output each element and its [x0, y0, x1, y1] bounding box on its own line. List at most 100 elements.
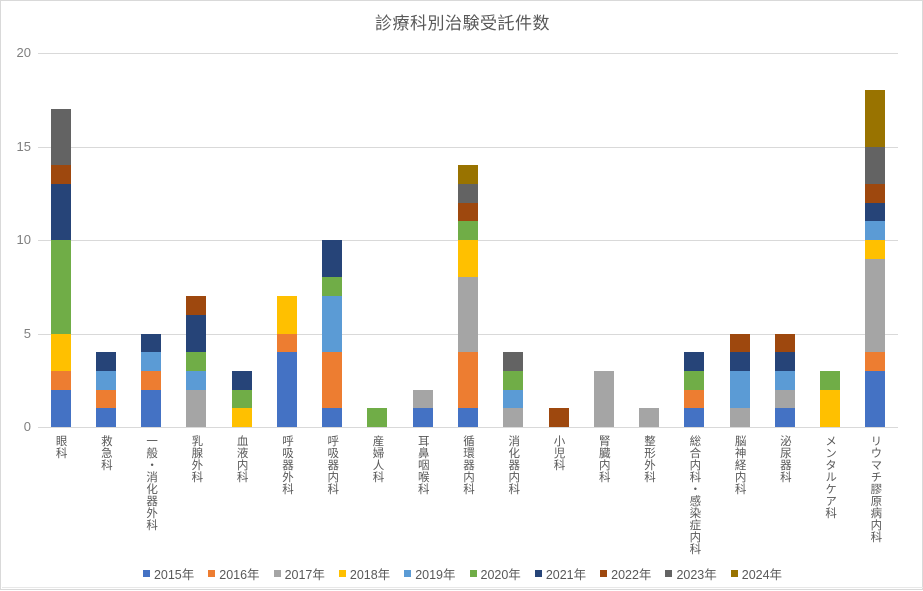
legend-item[interactable]: 2024年 [730, 564, 782, 583]
bar-segment[interactable] [50, 389, 71, 427]
bar-segment[interactable] [186, 370, 207, 390]
bar-segment[interactable] [820, 370, 841, 390]
bar-segment[interactable] [458, 352, 478, 409]
bar-segment[interactable] [639, 408, 660, 427]
bar-segment[interactable] [231, 408, 252, 427]
bar-segment[interactable] [50, 183, 71, 241]
bar-segment[interactable] [186, 296, 207, 315]
bar-segment[interactable] [322, 296, 343, 353]
bar-column[interactable] [684, 352, 705, 427]
bar-segment[interactable] [458, 183, 478, 203]
bar-segment[interactable] [503, 389, 524, 409]
legend-item[interactable]: 2020年 [469, 564, 521, 583]
bar-segment[interactable] [548, 408, 569, 427]
bar-segment[interactable] [231, 370, 252, 390]
bar-column[interactable] [729, 333, 750, 427]
bar-segment[interactable] [276, 296, 297, 334]
bar-segment[interactable] [458, 165, 478, 184]
bar-segment[interactable] [141, 389, 162, 427]
bar-segment[interactable] [322, 277, 343, 297]
legend-item[interactable]: 2019年 [404, 564, 456, 583]
legend-item[interactable]: 2017年 [273, 564, 325, 583]
bar-segment[interactable] [774, 408, 795, 427]
bar-segment[interactable] [774, 333, 795, 353]
bar-segment[interactable] [141, 352, 162, 371]
bar-segment[interactable] [865, 146, 886, 184]
bar-segment[interactable] [186, 389, 207, 427]
bar-segment[interactable] [186, 314, 207, 353]
bar-segment[interactable] [729, 333, 750, 353]
bar-segment[interactable] [774, 352, 795, 371]
bar-column[interactable] [231, 370, 252, 427]
legend-item[interactable]: 2018年 [338, 564, 390, 583]
bar-segment[interactable] [865, 221, 886, 241]
bar-segment[interactable] [865, 240, 886, 259]
bar-segment[interactable] [458, 240, 478, 278]
bar-segment[interactable] [729, 370, 750, 409]
bar-column[interactable] [503, 352, 524, 427]
bar-segment[interactable] [95, 370, 116, 390]
bar-column[interactable] [141, 333, 162, 427]
bar-column[interactable] [458, 165, 478, 427]
legend-item[interactable]: 2023年 [665, 564, 717, 583]
bar-segment[interactable] [593, 370, 614, 427]
bar-segment[interactable] [865, 183, 886, 203]
bar-segment[interactable] [684, 389, 705, 409]
legend-item[interactable]: 2016年 [208, 564, 260, 583]
bar-segment[interactable] [458, 408, 478, 427]
bar-segment[interactable] [412, 408, 433, 427]
bar-segment[interactable] [684, 408, 705, 427]
bar-segment[interactable] [412, 389, 433, 409]
bar-segment[interactable] [276, 333, 297, 353]
bar-segment[interactable] [503, 370, 524, 390]
bar-segment[interactable] [141, 333, 162, 353]
legend-item[interactable]: 2022年 [600, 564, 651, 583]
bar-segment[interactable] [276, 352, 297, 427]
bar-segment[interactable] [95, 352, 116, 371]
bar-segment[interactable] [865, 258, 886, 353]
bar-segment[interactable] [231, 389, 252, 409]
bar-column[interactable] [774, 333, 795, 427]
bar-segment[interactable] [820, 389, 841, 427]
bar-segment[interactable] [322, 352, 343, 409]
bar-column[interactable] [548, 408, 569, 427]
legend-item[interactable]: 2015年 [142, 564, 194, 583]
bar-column[interactable] [322, 240, 343, 427]
bar-column[interactable] [593, 370, 614, 427]
bar-column[interactable] [50, 109, 71, 427]
bar-column[interactable] [367, 408, 388, 427]
bar-segment[interactable] [141, 370, 162, 390]
bar-segment[interactable] [774, 370, 795, 390]
bar-column[interactable] [412, 389, 433, 427]
bar-segment[interactable] [50, 109, 71, 166]
bar-segment[interactable] [50, 370, 71, 390]
bar-segment[interactable] [458, 202, 478, 222]
bar-column[interactable] [95, 352, 116, 427]
bar-segment[interactable] [503, 408, 524, 427]
bar-segment[interactable] [95, 389, 116, 409]
bar-segment[interactable] [865, 370, 886, 427]
bar-segment[interactable] [186, 352, 207, 371]
bar-segment[interactable] [774, 389, 795, 409]
bar-segment[interactable] [865, 352, 886, 371]
bar-segment[interactable] [503, 352, 524, 371]
bar-column[interactable] [865, 90, 886, 427]
bar-segment[interactable] [729, 408, 750, 427]
bar-segment[interactable] [865, 90, 886, 147]
bar-segment[interactable] [95, 408, 116, 427]
bar-segment[interactable] [322, 408, 343, 427]
bar-column[interactable] [186, 296, 207, 427]
bar-segment[interactable] [50, 165, 71, 184]
bar-segment[interactable] [684, 370, 705, 390]
bar-segment[interactable] [865, 202, 886, 222]
bar-column[interactable] [820, 370, 841, 427]
bar-segment[interactable] [322, 240, 343, 278]
bar-segment[interactable] [458, 277, 478, 353]
bar-column[interactable] [639, 408, 660, 427]
legend-item[interactable]: 2021年 [534, 564, 586, 583]
bar-segment[interactable] [729, 352, 750, 371]
bar-segment[interactable] [458, 221, 478, 241]
bar-column[interactable] [276, 296, 297, 427]
bar-segment[interactable] [684, 352, 705, 371]
bar-segment[interactable] [50, 240, 71, 334]
